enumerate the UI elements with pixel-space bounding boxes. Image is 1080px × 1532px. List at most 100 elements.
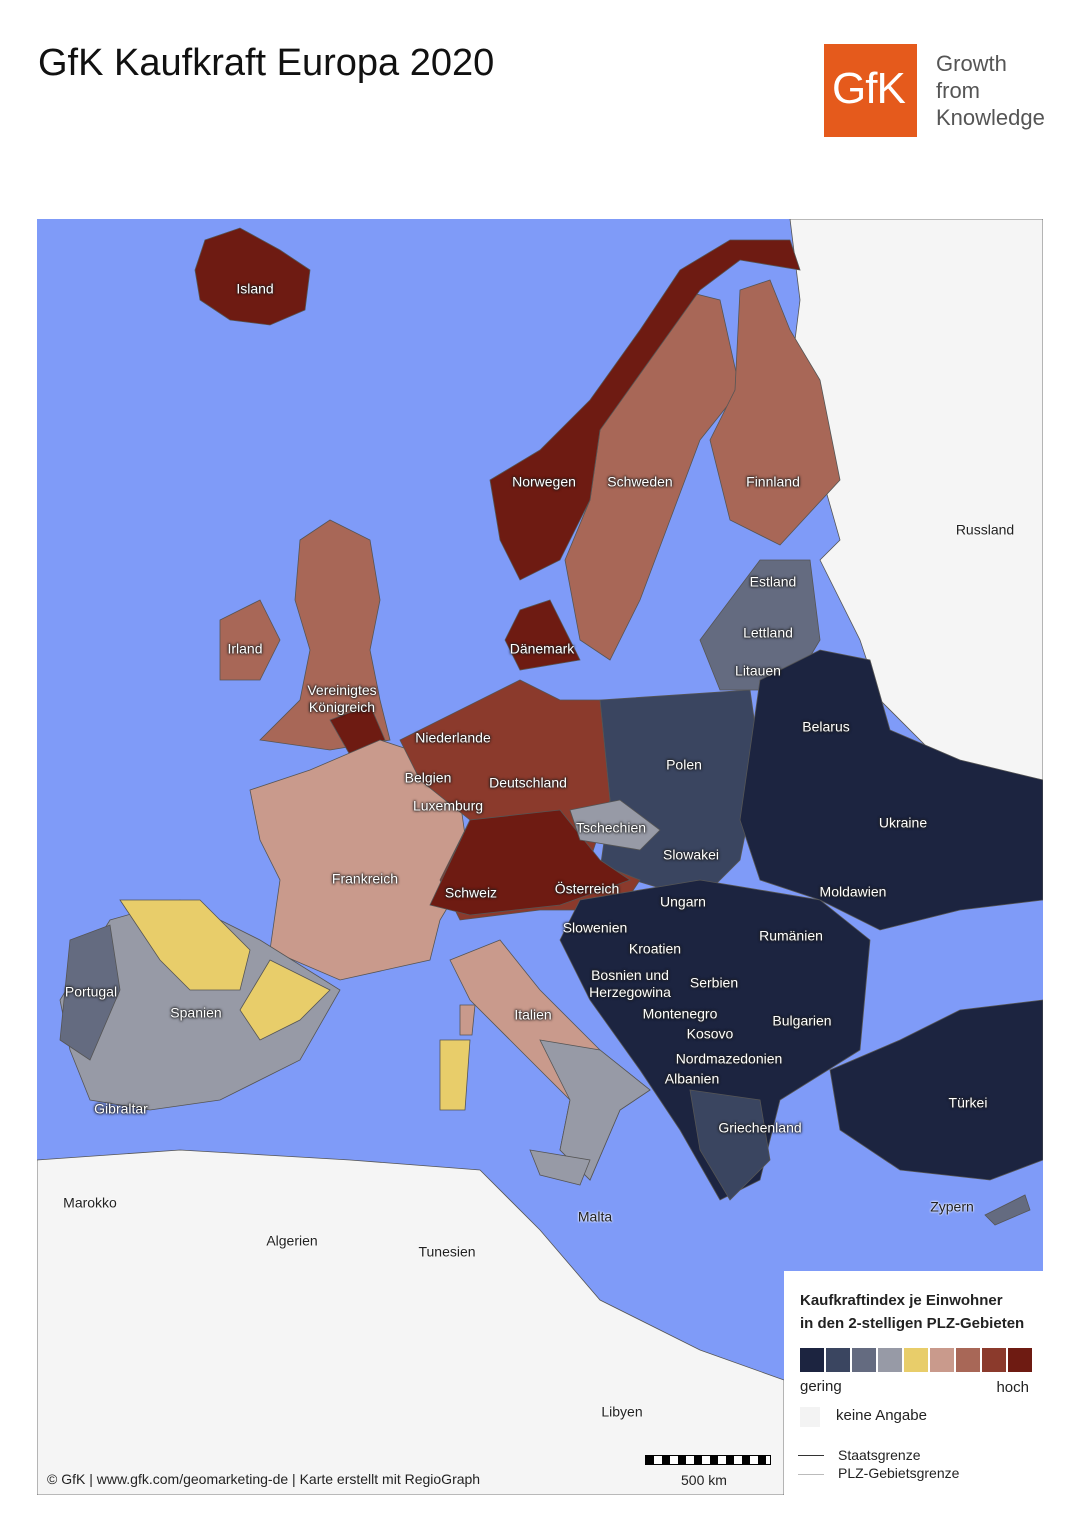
label-kroatien: Kroatien (628, 940, 682, 957)
label-russland: Russland (955, 521, 1015, 538)
color-swatch-2 (826, 1348, 850, 1372)
color-swatch-4 (878, 1348, 902, 1372)
portugal-north (59, 924, 121, 1061)
label-schweden: Schweden (607, 473, 673, 490)
norway (489, 239, 801, 581)
legend-title-line: Kaufkraftindex je Einwohner (800, 1292, 1003, 1309)
color-swatch-8 (982, 1348, 1006, 1372)
label-montenegro: Montenegro (642, 1005, 718, 1022)
label-belgien: Belgien (404, 769, 452, 786)
color-swatch-3 (852, 1348, 876, 1372)
label-luxemburg: Luxemburg (412, 797, 484, 814)
turkey (829, 999, 1043, 1181)
label-line: Bosnien und (591, 967, 669, 983)
no-data-label: keine Angabe (836, 1407, 927, 1424)
label-line: Vereinigtes (307, 682, 377, 698)
label-portugal: Portugal (64, 983, 118, 1000)
finland (709, 279, 841, 546)
label-marokko: Marokko (63, 1194, 117, 1211)
color-swatch-1 (800, 1348, 824, 1372)
label-ungarn: Ungarn (660, 893, 706, 910)
label-schweiz: Schweiz (444, 884, 498, 901)
label-lettland: Lettland (743, 624, 793, 641)
label-estland: Estland (749, 573, 797, 590)
label-norwegen: Norwegen (512, 473, 576, 490)
label-frankreich: Frankreich (331, 870, 399, 887)
balkans (559, 879, 871, 1201)
color-swatch-6 (930, 1348, 954, 1372)
poland (599, 689, 761, 901)
logo-tagline: Growth from Knowledge (936, 50, 1045, 131)
color-swatch-9 (1008, 1348, 1032, 1372)
uk (259, 519, 391, 751)
state-border-label: Staatsgrenze (838, 1447, 921, 1463)
label-malta: Malta (577, 1208, 613, 1225)
no-data-swatch (800, 1407, 820, 1427)
label-ukraine: Ukraine (878, 814, 928, 831)
label-polen: Polen (666, 756, 702, 773)
label-litauen: Litauen (735, 662, 781, 679)
label-line: Herzegowina (589, 984, 671, 1000)
tagline-line: Knowledge (936, 105, 1045, 130)
label-gibraltar: Gibraltar (94, 1100, 148, 1117)
label-serbien: Serbien (689, 974, 739, 991)
label-niederlande: Niederlande (415, 729, 491, 746)
czechia (569, 799, 661, 851)
sardinia (439, 1039, 471, 1111)
greece (689, 1089, 771, 1201)
plz-border-line-sample (798, 1474, 824, 1475)
state-border-line-sample (798, 1455, 824, 1456)
legend: Kaufkraftindex je Einwohner in den 2-stel… (784, 1271, 1043, 1495)
label-irland: Irland (227, 640, 263, 657)
spain-north (119, 899, 251, 991)
legend-title-line: in den 2-stelligen PLZ-Gebieten (800, 1315, 1025, 1332)
label-line: Königreich (308, 699, 376, 715)
label-finnland: Finnland (746, 473, 800, 490)
scale-bar (645, 1455, 771, 1465)
catalonia (239, 959, 331, 1041)
baltics (699, 559, 821, 691)
iceland (194, 227, 311, 326)
label-deutschland: Deutschland (489, 774, 567, 791)
sicily (529, 1149, 591, 1186)
label-italien: Italien (514, 1006, 552, 1023)
label-tunesien: Tunesien (418, 1243, 476, 1260)
france (249, 739, 471, 981)
tagline-line: Growth (936, 51, 1007, 76)
north-africa-region (37, 1149, 785, 1495)
logo-text: GfK (832, 64, 906, 113)
legend-title: Kaufkraftindex je Einwohner in den 2-stel… (800, 1289, 1024, 1335)
label-daenemark: Dänemark (509, 640, 575, 657)
label-slowakei: Slowakei (662, 846, 720, 863)
label-tuerkei: Türkei (948, 1094, 988, 1111)
map-shapes (37, 219, 1043, 1495)
color-swatch-5 (904, 1348, 928, 1372)
label-slowenien: Slowenien (562, 919, 628, 936)
legend-low-label: gering (800, 1378, 842, 1395)
ireland (219, 599, 281, 681)
label-bulgarien: Bulgarien (772, 1012, 832, 1029)
label-oesterreich: Österreich (554, 880, 620, 897)
denmark (504, 599, 581, 671)
europe-map[interactable]: Island Norwegen Schweden Finnland Russla… (37, 219, 1043, 1495)
label-albanien: Albanien (664, 1070, 720, 1087)
label-vereinigtes-koenigreich: Vereinigtes Königreich (307, 682, 376, 716)
gfk-logo: GfK (824, 44, 917, 137)
page-title: GfK Kaufkraft Europa 2020 (38, 42, 495, 84)
label-spanien: Spanien (170, 1004, 222, 1021)
italy-south (539, 1039, 651, 1181)
label-belarus: Belarus (802, 718, 850, 735)
uk-london (329, 704, 386, 756)
label-griechenland: Griechenland (718, 1119, 802, 1136)
label-rumaenien: Rumänien (759, 927, 823, 944)
label-libyen: Libyen (601, 1403, 643, 1420)
scale-label: 500 km (681, 1472, 727, 1488)
legend-high-label: hoch (996, 1379, 1029, 1396)
label-bosnien-herzegowina: Bosnien und Herzegowina (589, 967, 671, 1001)
color-swatch-7 (956, 1348, 980, 1372)
tagline-line: from (936, 78, 980, 103)
color-scale (800, 1348, 1032, 1372)
label-kosovo: Kosovo (686, 1025, 734, 1042)
label-nordmazedonien: Nordmazedonien (675, 1050, 783, 1067)
corsica (459, 1004, 476, 1036)
